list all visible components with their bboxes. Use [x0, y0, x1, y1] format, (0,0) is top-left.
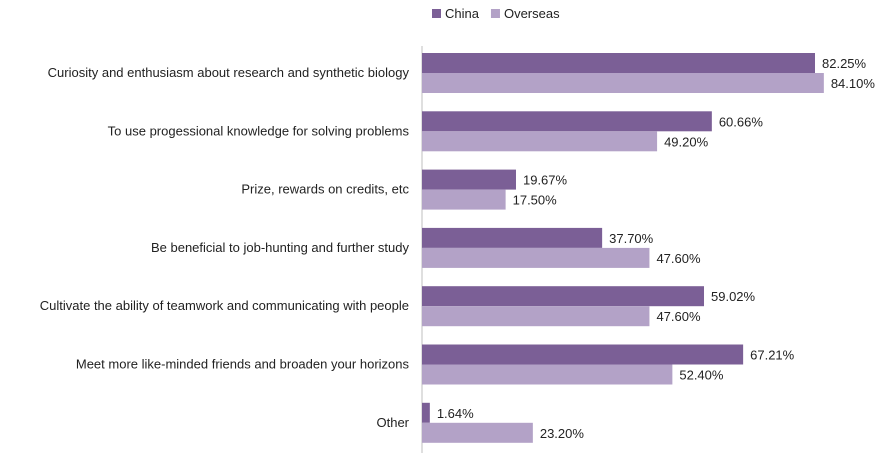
category-label: Other — [376, 415, 409, 430]
data-label-china: 67.21% — [750, 348, 795, 363]
data-label-overseas: 47.60% — [656, 309, 701, 324]
category-label: Cultivate the ability of teamwork and co… — [40, 298, 409, 313]
category-label: Be beneficial to job-hunting and further… — [151, 240, 410, 255]
category-label: To use progessional knowledge for solvin… — [108, 123, 410, 138]
bar-overseas — [422, 364, 673, 385]
category-label: Curiosity and enthusiasm about research … — [48, 65, 410, 80]
bar-china — [422, 286, 705, 307]
bar-overseas — [422, 73, 824, 93]
data-label-overseas: 84.10% — [831, 76, 876, 91]
category-label: Prize, rewards on credits, etc — [241, 182, 409, 197]
data-label-china: 1.64% — [437, 406, 474, 421]
data-labels: 82.25% 84.10% 60.66% 49.20% 19.67% 17.50% 37.7… — [437, 56, 876, 441]
data-label-china: 59.02% — [711, 289, 756, 304]
legend-label-overseas: Overseas — [504, 6, 560, 21]
data-label-overseas: 17.50% — [513, 193, 558, 208]
data-label-overseas: 49.20% — [664, 134, 709, 149]
data-label-china: 37.70% — [609, 231, 654, 246]
bar-china — [422, 111, 712, 132]
bar-overseas — [422, 189, 506, 210]
data-label-overseas: 47.60% — [656, 251, 701, 266]
bar-overseas — [422, 306, 650, 327]
data-label-overseas: 23.20% — [540, 426, 585, 441]
category-labels: Curiosity and enthusiasm about research … — [40, 65, 410, 430]
category-label: Meet more like-minded friends and broade… — [76, 357, 410, 372]
bar-overseas — [422, 247, 650, 268]
bar-china — [422, 169, 516, 190]
legend-swatch-overseas — [490, 9, 500, 18]
legend-label-china: China — [445, 6, 480, 21]
legend: China Overseas — [432, 6, 560, 21]
bar-overseas — [422, 131, 658, 152]
bar-china — [422, 344, 744, 365]
bar-china — [422, 402, 430, 423]
legend-swatch-china — [432, 9, 441, 18]
data-label-china: 82.25% — [822, 56, 867, 71]
data-label-china: 60.66% — [719, 114, 764, 129]
bar-overseas — [422, 422, 533, 443]
data-label-overseas: 52.40% — [679, 368, 724, 383]
data-label-china: 19.67% — [523, 173, 568, 188]
bar-china — [422, 53, 815, 73]
bars — [422, 53, 824, 443]
bar-china — [422, 227, 603, 248]
